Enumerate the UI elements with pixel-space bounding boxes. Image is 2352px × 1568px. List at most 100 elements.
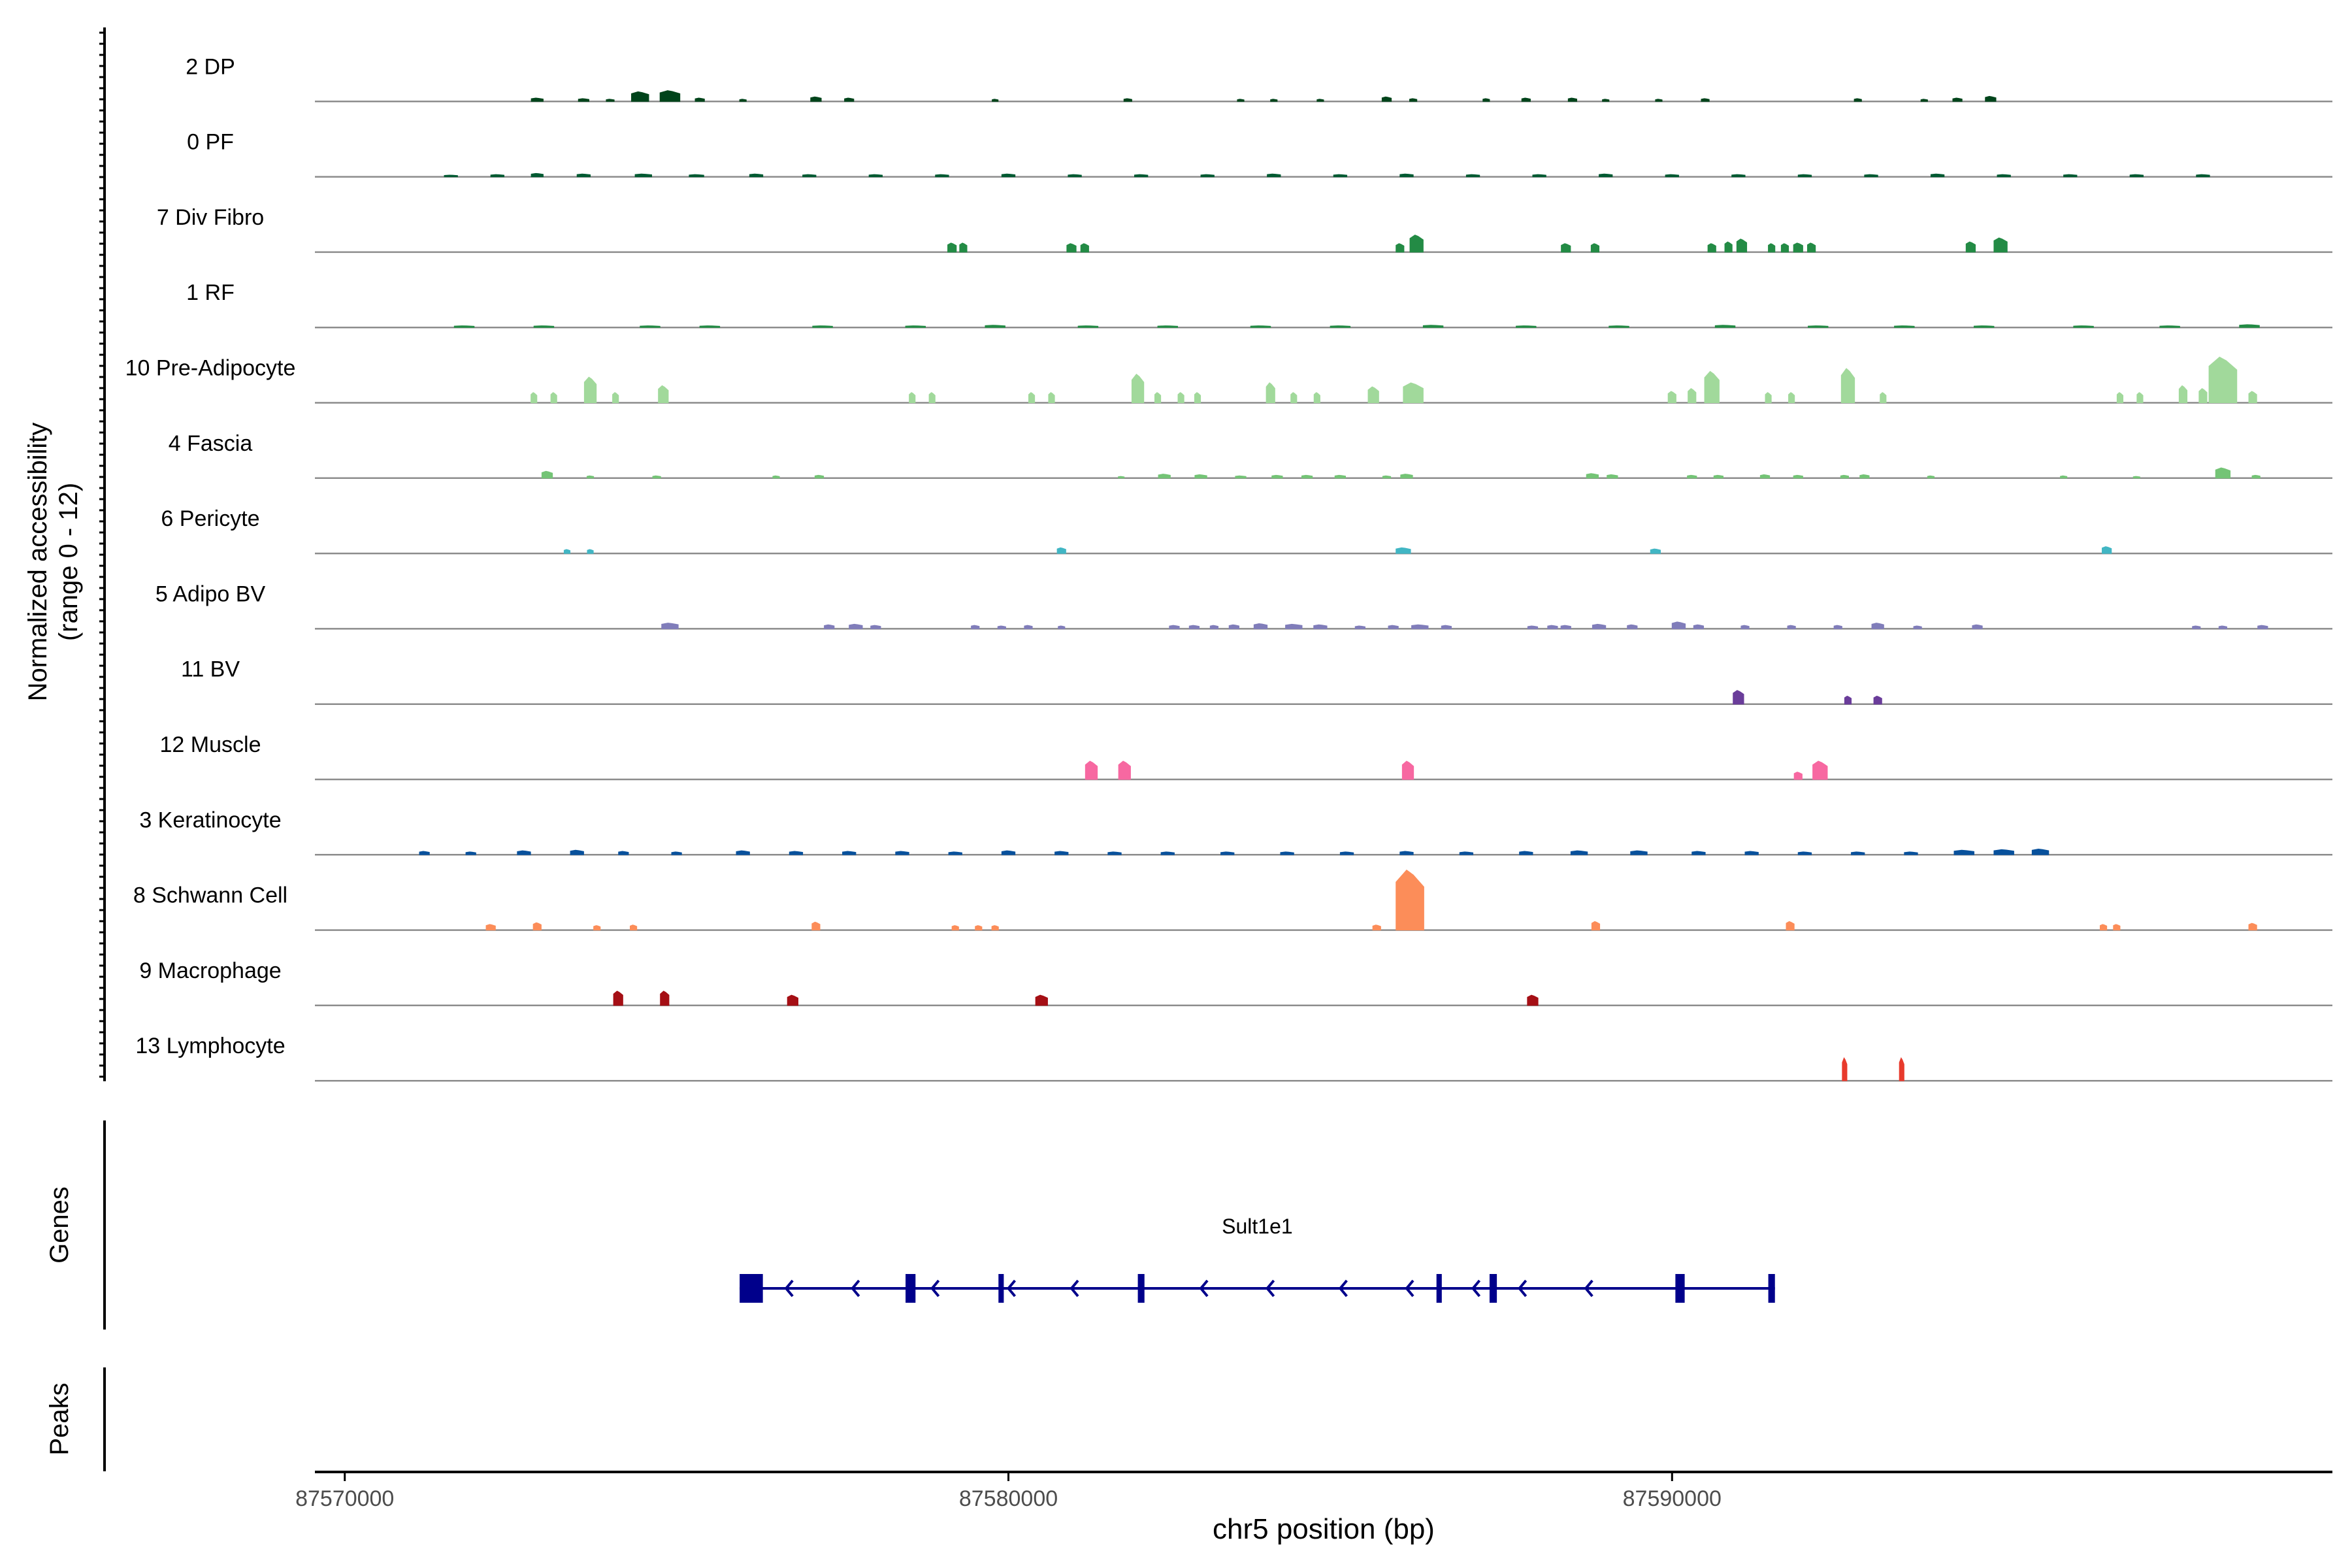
- coverage-peak: [661, 623, 679, 629]
- coverage-peak: [1701, 98, 1710, 102]
- coverage-peak: [1591, 921, 1601, 931]
- gene-name-label: Sult1e1: [1222, 1215, 1293, 1238]
- coverage-peak: [991, 925, 999, 931]
- track-10-pre-adipocyte: 10 Pre-Adipocyte: [125, 356, 2332, 404]
- coverage-peak: [2116, 392, 2124, 403]
- coverage-peak: [1840, 368, 1855, 403]
- coverage-peak: [2132, 476, 2140, 479]
- coverage-peak: [531, 392, 538, 403]
- coverage-peak: [531, 97, 544, 102]
- coverage-peak: [947, 242, 957, 253]
- coverage-peak: [1401, 760, 1414, 780]
- coverage-peak: [1797, 174, 1812, 178]
- coverage-peak: [1691, 851, 1706, 855]
- coverage-peak: [1367, 386, 1379, 403]
- coverage-peak: [1899, 1057, 1904, 1081]
- coverage-peak: [844, 97, 855, 102]
- coverage-peak: [1972, 624, 1983, 629]
- gene-exon: [906, 1274, 916, 1303]
- coverage-peak: [517, 850, 531, 855]
- track-13-lymphocyte: 13 Lymphocyte: [135, 1034, 2332, 1082]
- coverage-peak: [2192, 625, 2201, 629]
- coverage-peak: [2159, 325, 2180, 328]
- track-label: 12 Muscle: [160, 732, 261, 757]
- coverage-peak: [1985, 95, 1997, 102]
- coverage-peak: [1339, 851, 1354, 855]
- gene-exon: [998, 1274, 1004, 1303]
- coverage-peak: [1237, 99, 1245, 102]
- coverage-peak: [1001, 850, 1016, 855]
- coverage-peak: [1001, 173, 1016, 178]
- coverage-peak: [1313, 392, 1320, 403]
- genes-panel-label: Genes: [45, 1186, 74, 1264]
- coverage-peak: [419, 851, 430, 855]
- coverage-peak: [2218, 625, 2227, 629]
- coverage-peak: [1160, 851, 1175, 855]
- gene-exon: [1489, 1274, 1497, 1303]
- track-1-rf: 1 RF: [186, 280, 2332, 329]
- coverage-peak: [1077, 325, 1099, 328]
- track-label: 4 Fascia: [169, 431, 253, 456]
- track-2-dp: 2 DP: [186, 54, 2332, 103]
- coverage-peak: [1840, 474, 1849, 479]
- coverage-peak: [1793, 772, 1803, 780]
- coverage-peak: [533, 325, 555, 328]
- coverage-peak: [1301, 474, 1313, 479]
- coverage-peak: [1280, 851, 1294, 855]
- coverage-peak: [1409, 98, 1418, 102]
- coverage-peak: [1134, 174, 1149, 178]
- coverage-peak: [1997, 174, 2011, 178]
- coverage-peak: [1459, 851, 1474, 855]
- coverage-peak: [971, 625, 980, 629]
- coverage-peak: [1177, 392, 1184, 403]
- coverage-peak: [814, 474, 825, 479]
- coverage-peak: [1602, 99, 1610, 102]
- coverage-peak: [1655, 99, 1663, 102]
- coverage-peak: [1188, 625, 1200, 629]
- coverage-peak: [570, 849, 584, 855]
- coverage-peak: [1396, 547, 1411, 554]
- y-axis-title-line2: (range 0 - 12): [54, 483, 83, 641]
- coverage-peak: [992, 99, 999, 102]
- coverage-peak: [1871, 623, 1884, 629]
- coverage-peak: [1873, 695, 1882, 705]
- coverage-peak: [1056, 547, 1066, 554]
- gene-strand-arrow: [1405, 1279, 1414, 1298]
- coverage-peak: [1904, 851, 1918, 855]
- coverage-peak: [583, 376, 597, 403]
- coverage-peak: [1403, 382, 1424, 403]
- gene-exon: [1768, 1274, 1775, 1303]
- coverage-peak: [1894, 325, 1915, 328]
- coverage-peak: [1085, 760, 1098, 780]
- coverage-peak: [2063, 174, 2078, 178]
- coverage-peak: [1399, 851, 1414, 855]
- track-label: 1 RF: [186, 280, 235, 305]
- coverage-peak: [1519, 851, 1533, 855]
- coverage-peak: [1333, 174, 1348, 178]
- coverage-peak: [1058, 625, 1066, 629]
- coverage-peak: [1609, 325, 1629, 328]
- coverage-peak: [1913, 625, 1922, 629]
- coverage-peak: [905, 325, 926, 328]
- coverage-peak: [1786, 921, 1795, 931]
- coverage-peak: [563, 549, 571, 554]
- gene-strand-arrow: [1266, 1279, 1275, 1298]
- coverage-peak: [1024, 625, 1033, 629]
- coverage-peak: [1547, 625, 1558, 629]
- coverage-peak: [1441, 625, 1452, 629]
- coverage-peak: [1372, 924, 1381, 931]
- track-label: 11 BV: [181, 657, 240, 682]
- coverage-peak: [1667, 391, 1676, 403]
- track-6-pericyte: 6 Pericyte: [161, 506, 2332, 555]
- coverage-peak: [1285, 623, 1303, 629]
- coverage-peak: [1561, 243, 1571, 253]
- coverage-peak: [1334, 474, 1347, 479]
- coverage-peak: [660, 990, 670, 1006]
- track-11-bv: 11 BV: [181, 657, 2332, 705]
- coverage-peak: [1313, 624, 1328, 629]
- coverage-peak: [2248, 923, 2257, 931]
- coverage-peak: [613, 990, 623, 1006]
- coverage-peak: [1864, 174, 1878, 178]
- coverage-peak: [699, 325, 721, 328]
- x-tick-label: 87580000: [959, 1486, 1058, 1511]
